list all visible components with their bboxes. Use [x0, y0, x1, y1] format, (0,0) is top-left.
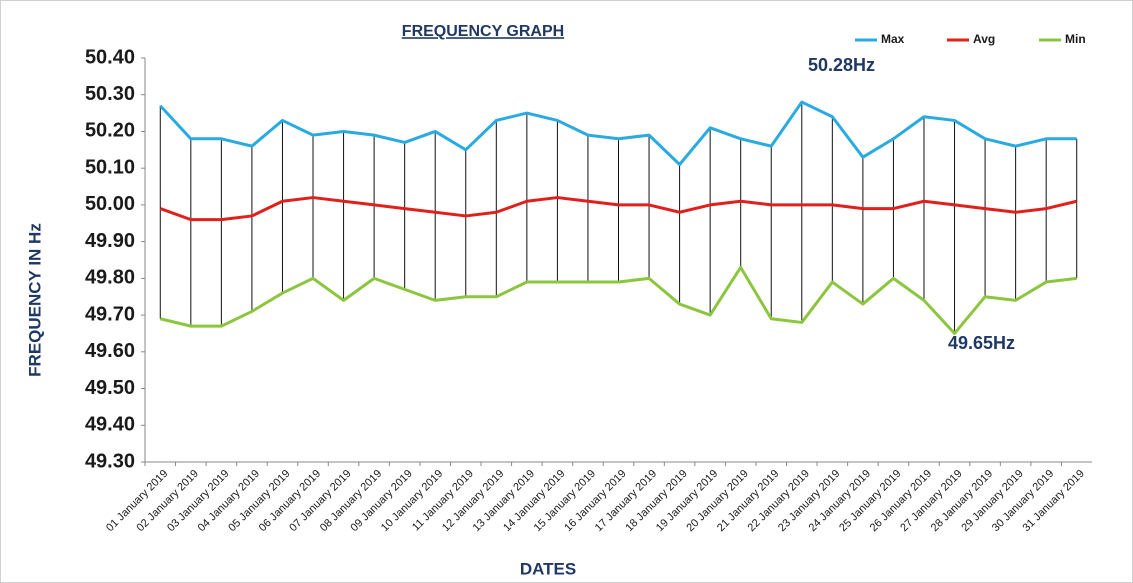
y-tick-label: 49.30 — [85, 450, 135, 472]
y-tick-label: 49.80 — [85, 267, 135, 289]
annotation: 50.28Hz — [808, 55, 875, 75]
chart-title: FREQUENCY GRAPH — [402, 23, 564, 40]
annotation: 49.65Hz — [948, 333, 1015, 353]
y-tick-label: 49.50 — [85, 377, 135, 399]
legend-label: Max — [881, 32, 905, 46]
y-tick-label: 49.70 — [85, 303, 135, 325]
legend-label: Avg — [973, 32, 995, 46]
series-line — [159, 265, 1077, 335]
y-tick-label: 50.10 — [85, 156, 135, 178]
x-axis-title: DATES — [520, 559, 576, 578]
y-tick-label: 49.90 — [85, 230, 135, 252]
y-tick-label: 49.60 — [85, 340, 135, 362]
y-tick-label: 50.40 — [85, 46, 135, 68]
y-tick-label: 49.40 — [85, 414, 135, 436]
series-line — [159, 100, 1077, 167]
series-line — [159, 196, 1078, 222]
y-tick-label: 50.20 — [85, 120, 135, 142]
y-tick-label: 50.00 — [85, 193, 135, 215]
y-tick-label: 50.30 — [85, 83, 135, 105]
legend-label: Min — [1065, 32, 1086, 46]
y-axis-title: FREQUENCY IN Hz — [25, 223, 44, 377]
